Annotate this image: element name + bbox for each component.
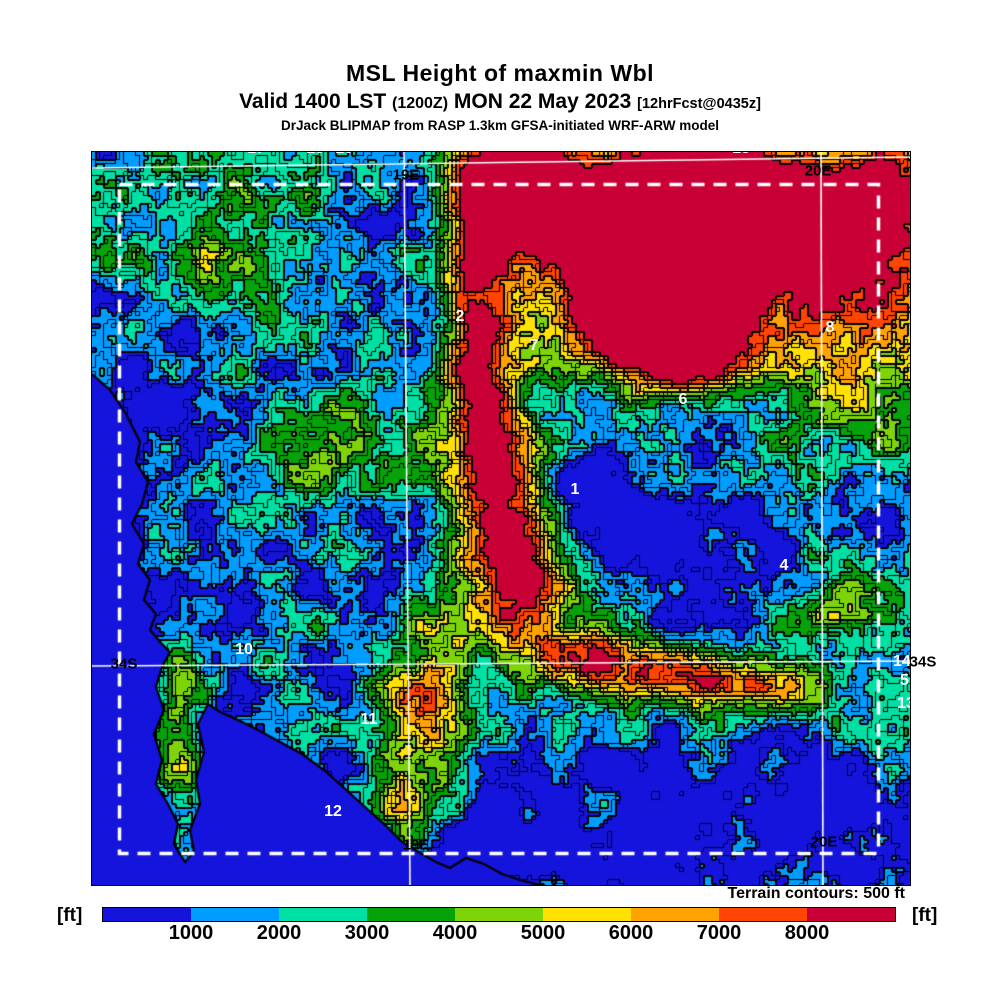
colorbar-tick-5000: 5000 [520,922,566,944]
page-title: MSL Height of maxmin Wbl [345,60,655,86]
valid-date: MON 22 May 2023 [453,90,632,113]
forecast-map: 1715161827861410111214513 [91,151,911,886]
colorbar-tick-8000: 8000 [784,922,830,944]
colorbar-unit-left: [ft] [57,905,83,926]
site-label-16: 16 [335,152,353,157]
site-label-8: 8 [825,319,835,336]
colorbar-tick-1000: 1000 [168,922,214,944]
site-label-10: 10 [235,641,253,658]
valid-zulu: (1200Z) [392,95,449,112]
colorbar-tick-3000: 3000 [344,922,390,944]
site-label-6: 6 [678,391,688,408]
site-label-1: 1 [570,481,580,498]
colorbar-segment-4 [455,908,543,921]
colorbar-segment-6 [631,908,719,921]
site-label-14: 14 [893,653,910,670]
colorbar-tick-4000: 4000 [432,922,478,944]
colorbar-unit-right: [ft] [912,905,938,926]
site-label-7: 7 [529,337,539,354]
site-label-18: 18 [732,152,750,157]
colorbar-segment-3 [367,908,455,921]
site-label-11: 11 [360,711,378,728]
valid-time-line: Valid 1400 LST (1200Z) MON 22 May 2023 [… [0,90,1000,114]
site-label-4: 4 [779,557,789,574]
site-label-5: 5 [900,672,909,689]
elevation-colorbar [102,907,896,922]
colorbar-segment-8 [807,908,895,921]
colorbar-tick-2000: 2000 [256,922,302,944]
valid-prefix: Valid 1400 LST [239,90,387,113]
terrain-contours-note: Terrain contours: 500 ft [727,885,905,902]
colorbar-segment-7 [719,908,807,921]
grid-label-34S: 34S [909,653,937,671]
forecast-tag: [12hrFcst@0435z] [637,96,761,112]
colorbar-tick-6000: 6000 [608,922,654,944]
model-info-line: DrJack BLIPMAP from RASP 1.3km GFSA-init… [280,118,720,133]
colorbar-segment-5 [543,908,631,921]
site-labels-layer: 1715161827861410111214513 [92,152,910,885]
colorbar-segment-0 [103,908,191,921]
site-label-12: 12 [324,803,342,820]
site-label-15: 15 [306,152,324,157]
colorbar-segment-1 [191,908,279,921]
colorbar-segment-2 [279,908,367,921]
site-label-17: 17 [247,152,265,157]
terrain-map-canvas [92,152,910,885]
site-label-2: 2 [455,308,465,325]
colorbar-tick-7000: 7000 [696,922,742,944]
site-label-13: 13 [897,695,910,712]
